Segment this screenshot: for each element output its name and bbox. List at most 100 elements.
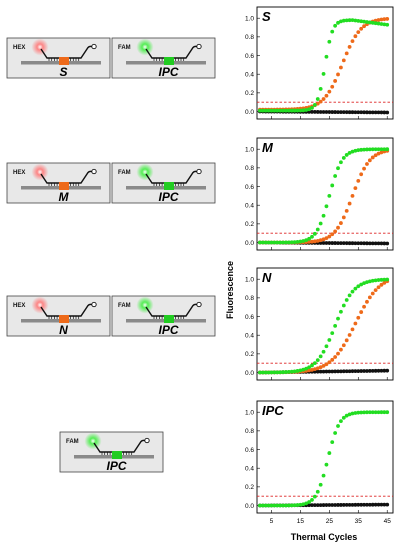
data-point xyxy=(367,295,372,300)
data-point xyxy=(266,240,271,245)
y-tick-label: 0.6 xyxy=(245,447,254,454)
data-point xyxy=(318,503,323,507)
data-point xyxy=(362,304,366,309)
data-point xyxy=(382,22,387,27)
data-point xyxy=(367,279,372,284)
data-point xyxy=(327,369,332,374)
data-point xyxy=(347,293,352,298)
data-point xyxy=(321,110,326,114)
data-point xyxy=(362,241,366,246)
data-point xyxy=(370,368,375,373)
data-point xyxy=(310,498,314,502)
data-point xyxy=(327,241,332,245)
data-point xyxy=(350,369,355,374)
probe-diagrams: HEX S FAM IPC HEX M FAM IPC HEX N FAM IPC FAM IPC xyxy=(6,37,216,473)
data-point xyxy=(327,503,332,507)
target-region xyxy=(59,315,69,323)
data-point xyxy=(281,370,285,375)
data-point xyxy=(295,369,300,373)
data-point xyxy=(333,431,338,435)
x-tick-label: 25 xyxy=(326,518,334,525)
data-point xyxy=(324,236,329,241)
y-tick-label: 1.0 xyxy=(245,410,254,417)
data-point xyxy=(362,24,366,29)
quencher-icon xyxy=(196,168,202,175)
fluorophore-glow-icon xyxy=(136,296,154,314)
data-point xyxy=(318,369,323,374)
quencher-icon xyxy=(144,437,150,444)
data-point xyxy=(376,110,381,115)
data-point xyxy=(336,316,340,321)
data-point xyxy=(385,17,390,21)
data-point xyxy=(312,239,317,244)
data-point xyxy=(365,110,369,115)
data-point xyxy=(376,18,381,22)
data-point xyxy=(266,108,271,113)
data-point xyxy=(356,410,361,415)
data-point xyxy=(260,370,265,375)
data-point xyxy=(341,241,346,246)
data-point xyxy=(272,240,277,245)
y-tick-label: 0.6 xyxy=(245,184,254,191)
data-point xyxy=(370,20,375,25)
data-point xyxy=(336,72,340,77)
chart-s: 0.0 0.2 0.4 0.6 0.8 1.0 S xyxy=(245,6,394,120)
data-point xyxy=(344,369,349,374)
data-point xyxy=(269,108,274,113)
data-point xyxy=(362,19,366,24)
data-point xyxy=(370,291,375,296)
data-point xyxy=(327,110,332,114)
data-point xyxy=(353,148,358,153)
data-point xyxy=(376,368,381,373)
data-point xyxy=(307,500,311,504)
data-point xyxy=(315,227,320,232)
y-tick-label: 0.4 xyxy=(245,466,254,473)
data-point xyxy=(359,26,364,31)
data-point xyxy=(362,166,366,171)
series-green xyxy=(257,18,390,113)
y-tick-label: 0.4 xyxy=(245,203,254,210)
probe-diagram-n: HEX N xyxy=(6,295,111,337)
data-point xyxy=(356,241,361,246)
data-point xyxy=(370,241,375,246)
data-point xyxy=(362,281,366,286)
data-point xyxy=(315,503,320,508)
data-point xyxy=(365,20,369,24)
data-point xyxy=(333,355,338,359)
data-point xyxy=(304,238,309,243)
data-point xyxy=(376,21,381,26)
target-label: S xyxy=(59,65,67,79)
data-point xyxy=(292,240,297,245)
data-point xyxy=(272,503,277,508)
data-point xyxy=(257,108,262,113)
data-point xyxy=(339,19,343,24)
data-point xyxy=(376,502,381,507)
data-point xyxy=(376,241,381,246)
data-point xyxy=(353,241,358,246)
data-point xyxy=(385,147,390,152)
data-point xyxy=(376,147,381,152)
probe-diagram-ipc: FAM IPC xyxy=(111,37,216,79)
data-point xyxy=(385,502,390,507)
data-point xyxy=(359,310,364,314)
data-point xyxy=(359,410,364,415)
data-point xyxy=(359,19,364,24)
data-point xyxy=(344,110,349,115)
data-point xyxy=(359,369,364,373)
data-point xyxy=(324,369,329,374)
data-point xyxy=(350,327,355,332)
data-point xyxy=(330,357,335,362)
data-point xyxy=(350,241,355,246)
data-point xyxy=(327,360,332,365)
data-point xyxy=(353,186,358,191)
probe-diagram-ipc: FAM IPC xyxy=(59,431,164,473)
data-point xyxy=(333,241,338,245)
y-tick-label: 0.4 xyxy=(245,72,254,79)
data-point xyxy=(356,502,361,507)
data-point xyxy=(284,240,288,245)
data-point xyxy=(312,494,317,499)
data-point xyxy=(353,18,358,23)
data-point xyxy=(344,413,349,418)
data-point xyxy=(281,240,285,245)
